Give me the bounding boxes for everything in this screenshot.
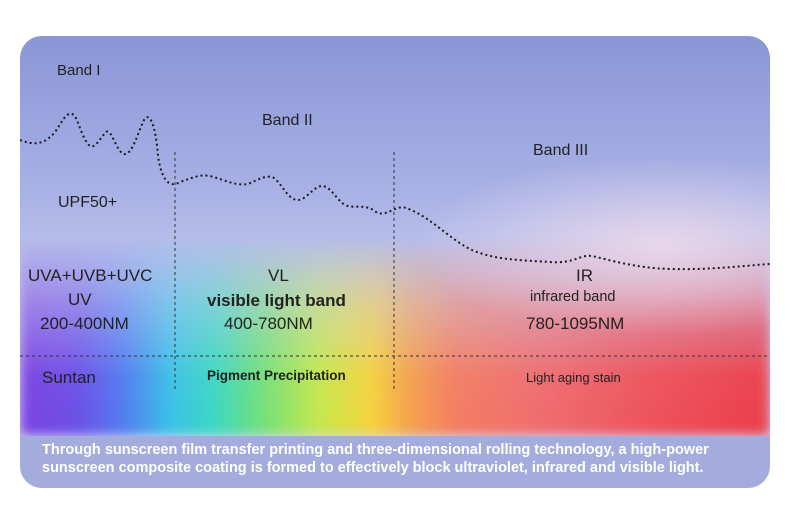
uv-types: UVA+UVB+UVC (28, 266, 153, 285)
band-2-label: Band II (262, 112, 313, 129)
uv-range: 200-400NM (40, 314, 129, 333)
transmission-curve (20, 112, 770, 271)
uv-name: UV (68, 290, 92, 309)
infrared-haze (410, 156, 770, 336)
ir-name: IR (576, 266, 593, 285)
ir-desc: infrared band (530, 289, 616, 305)
vl-desc: visible light band (207, 291, 346, 310)
footer-line-1: Through sunscreen film transfer printing… (42, 442, 709, 458)
diagram-lines (20, 112, 770, 391)
footer-line-2: sunscreen composite coating is formed to… (42, 460, 704, 476)
footer-banner (20, 436, 770, 488)
band-3-label: Band III (533, 142, 589, 159)
vl-effect: Pigment Precipitation (207, 368, 346, 383)
ir-effect: Light aging stain (526, 370, 621, 385)
vl-name: VL (268, 266, 289, 285)
vl-range: 400-780NM (224, 314, 313, 333)
footer-description: Through sunscreen film transfer printing… (42, 441, 752, 477)
band-1-label: Band I (57, 62, 101, 79)
ir-range: 780-1095NM (526, 314, 625, 333)
uv-effect: Suntan (42, 368, 96, 387)
upf-rating: UPF50+ (58, 194, 118, 211)
spectrum-card: Band I Band II Band III UPF50+ UVA+UVB+U… (20, 36, 770, 488)
